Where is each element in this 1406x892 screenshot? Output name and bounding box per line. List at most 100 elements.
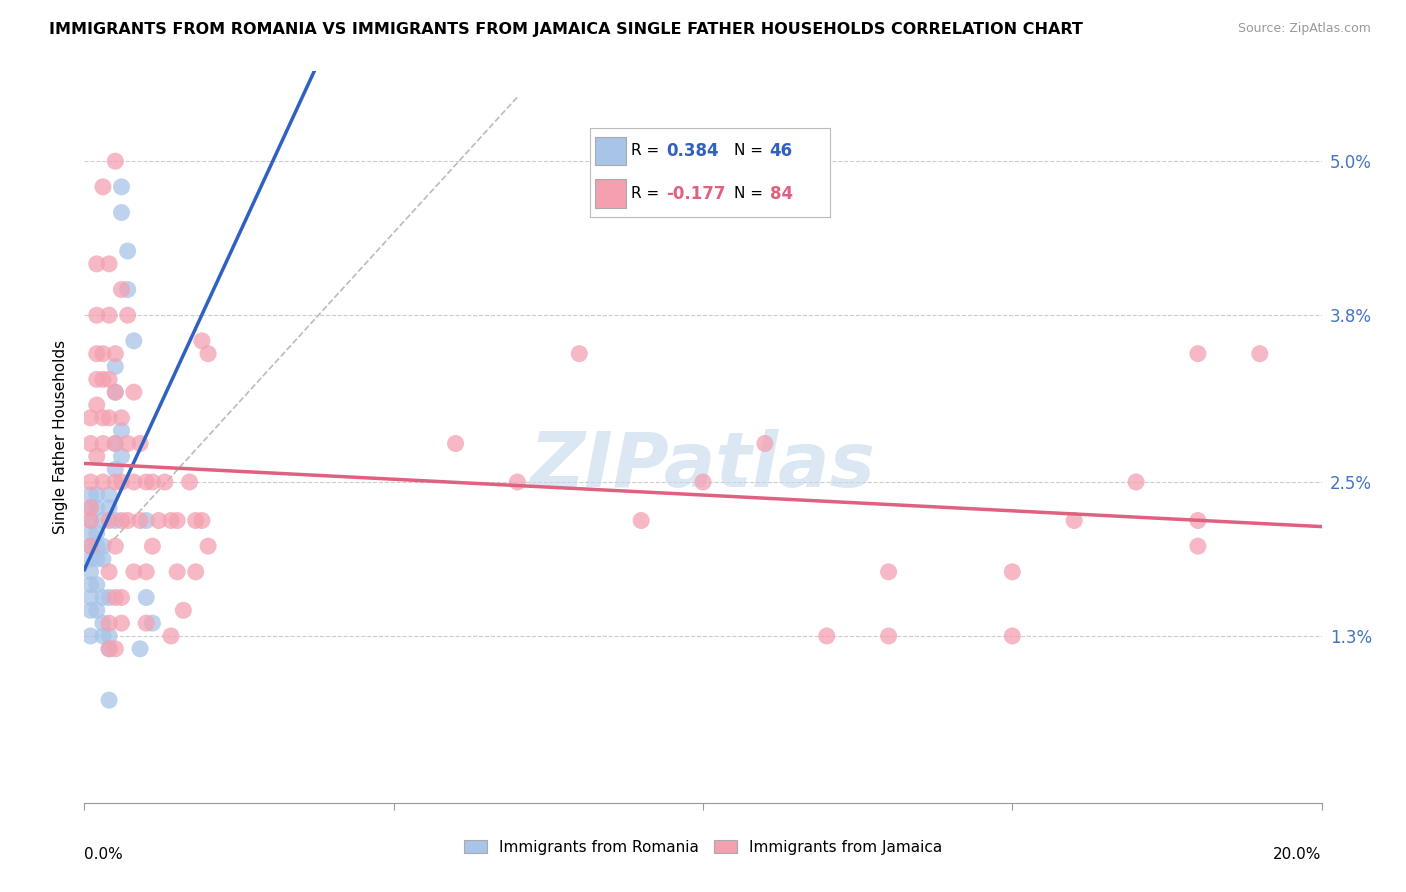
Point <box>104 475 127 489</box>
Point <box>79 475 101 489</box>
Point <box>91 629 114 643</box>
Point <box>104 436 127 450</box>
Point <box>91 410 114 425</box>
Point <box>79 500 101 515</box>
Point <box>79 591 101 605</box>
Point <box>129 436 152 450</box>
Point <box>86 577 108 591</box>
Point <box>135 475 157 489</box>
Point <box>91 475 114 489</box>
Point <box>877 629 900 643</box>
Point <box>135 616 157 631</box>
Text: 20.0%: 20.0% <box>1274 847 1322 862</box>
Point <box>79 410 101 425</box>
Point <box>98 693 121 707</box>
Point <box>1187 539 1209 553</box>
Point <box>98 565 121 579</box>
Point <box>506 475 529 489</box>
Point <box>98 591 121 605</box>
Point <box>104 641 127 656</box>
Legend: Immigrants from Romania, Immigrants from Jamaica: Immigrants from Romania, Immigrants from… <box>457 834 949 861</box>
Point <box>444 436 467 450</box>
Point <box>129 514 152 528</box>
Point <box>91 436 114 450</box>
Point <box>110 450 132 464</box>
Point <box>104 385 127 400</box>
Point <box>122 385 145 400</box>
Point <box>148 514 170 528</box>
Point <box>1063 514 1085 528</box>
Point <box>86 603 108 617</box>
Text: 84: 84 <box>769 185 793 202</box>
Point <box>184 565 207 579</box>
Point <box>166 514 188 528</box>
Point <box>79 552 101 566</box>
Point <box>104 154 127 169</box>
Point <box>104 436 127 450</box>
Point <box>141 475 163 489</box>
Point <box>754 436 776 450</box>
Point <box>1001 629 1024 643</box>
Point <box>86 450 108 464</box>
Point <box>79 514 101 528</box>
Point <box>110 514 132 528</box>
Point <box>86 500 108 515</box>
Point <box>191 334 214 348</box>
Point <box>815 629 838 643</box>
Text: R =: R = <box>630 144 659 159</box>
Point <box>197 346 219 360</box>
Point <box>79 526 101 541</box>
Point <box>197 539 219 553</box>
Point <box>86 526 108 541</box>
Point <box>86 539 108 553</box>
Point <box>104 462 127 476</box>
Point <box>98 410 121 425</box>
Point <box>1125 475 1147 489</box>
Point <box>1249 346 1271 360</box>
Point <box>98 641 121 656</box>
Point <box>98 616 121 631</box>
Point <box>79 603 101 617</box>
Point <box>98 488 121 502</box>
Point <box>91 346 114 360</box>
Point <box>104 539 127 553</box>
Point <box>98 500 121 515</box>
Text: 0.384: 0.384 <box>666 142 718 160</box>
Point <box>135 514 157 528</box>
Bar <box>595 179 626 208</box>
Point <box>117 283 139 297</box>
Point <box>184 514 207 528</box>
Point <box>117 436 139 450</box>
Point <box>91 552 114 566</box>
Text: 0.0%: 0.0% <box>84 847 124 862</box>
Point <box>172 603 194 617</box>
Point <box>110 179 132 194</box>
Point <box>104 385 127 400</box>
Point <box>79 539 101 553</box>
Point <box>91 539 114 553</box>
Point <box>877 565 900 579</box>
Point <box>86 552 108 566</box>
Point <box>692 475 714 489</box>
Point <box>86 308 108 322</box>
Point <box>179 475 201 489</box>
Point <box>122 475 145 489</box>
Point <box>79 500 101 515</box>
Point <box>98 641 121 656</box>
Point <box>122 565 145 579</box>
Point <box>1001 565 1024 579</box>
Point <box>153 475 176 489</box>
Point <box>91 616 114 631</box>
Point <box>104 591 127 605</box>
Point <box>135 565 157 579</box>
Point <box>191 514 214 528</box>
Text: R =: R = <box>630 186 659 202</box>
Point <box>91 514 114 528</box>
Point <box>98 257 121 271</box>
Point <box>568 346 591 360</box>
Point <box>110 205 132 219</box>
Point <box>104 346 127 360</box>
Point <box>117 244 139 258</box>
Point <box>79 514 101 528</box>
Point <box>104 359 127 374</box>
